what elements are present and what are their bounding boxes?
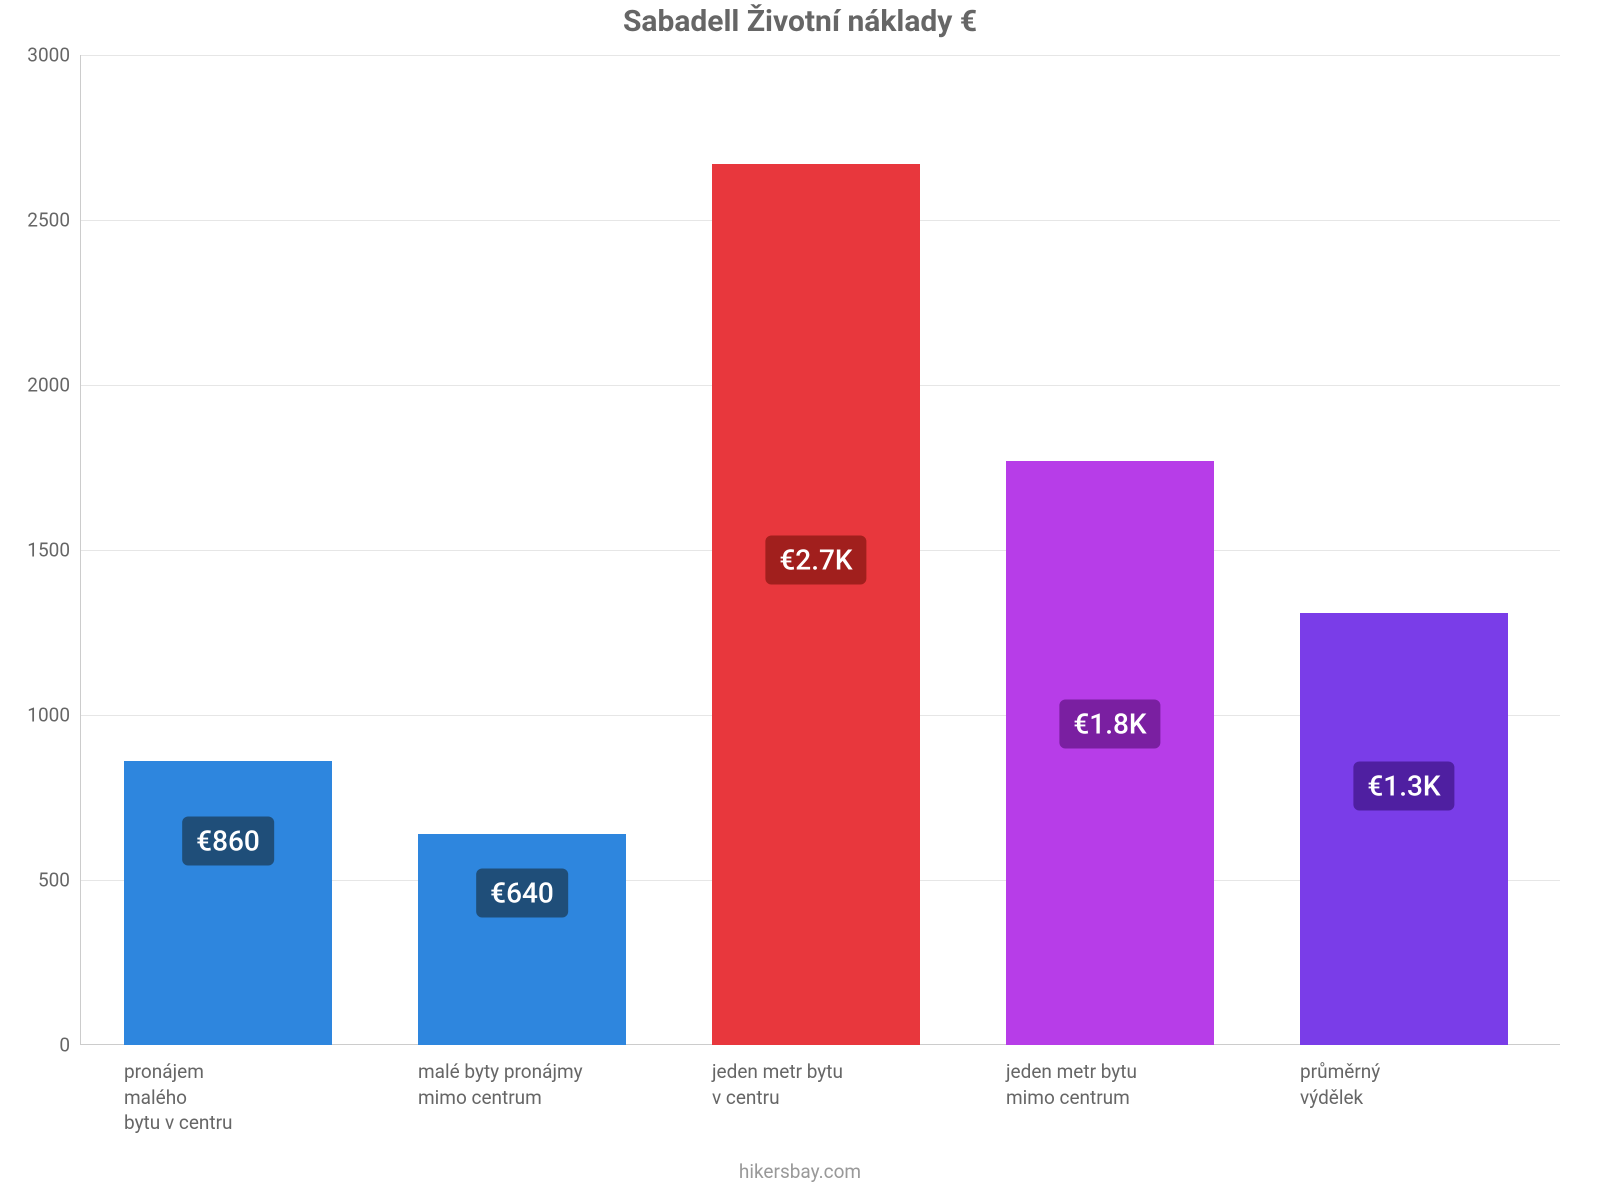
bar-value-label: €1.3K: [1353, 761, 1454, 810]
bar: [712, 164, 920, 1045]
y-axis: [80, 55, 81, 1045]
chart-footer: hikersbay.com: [0, 1160, 1600, 1183]
y-tick-label: 500: [0, 869, 70, 892]
plot-area: €860 €640 €2.7K €1.8K €1.3K: [80, 55, 1560, 1045]
y-tick-label: 2000: [0, 374, 70, 397]
bar-value-label: €1.8K: [1059, 699, 1160, 748]
y-tick-label: 1500: [0, 539, 70, 562]
bar: [418, 834, 626, 1045]
bar: [124, 761, 332, 1045]
bar: [1300, 613, 1508, 1045]
chart-title: Sabadell Životní náklady €: [0, 4, 1600, 39]
y-tick-label: 1000: [0, 704, 70, 727]
bar-value-label: €640: [476, 868, 568, 917]
bar: [1006, 461, 1214, 1045]
y-tick-label: 2500: [0, 209, 70, 232]
x-tick-label: pronájem malého bytu v centru: [124, 1059, 233, 1136]
x-tick-label: malé byty pronájmy mimo centrum: [418, 1059, 583, 1110]
x-tick-label: jeden metr bytu v centru: [712, 1059, 843, 1110]
chart-container: Sabadell Životní náklady € €860 €640 €2.7K…: [0, 0, 1600, 1200]
x-tick-label: jeden metr bytu mimo centrum: [1006, 1059, 1137, 1110]
gridline: [80, 55, 1560, 56]
y-tick-label: 0: [0, 1034, 70, 1057]
x-tick-label: průměrný výdělek: [1300, 1059, 1380, 1110]
bar-value-label: €2.7K: [765, 536, 866, 585]
bar-value-label: €860: [182, 816, 274, 865]
y-tick-label: 3000: [0, 44, 70, 67]
